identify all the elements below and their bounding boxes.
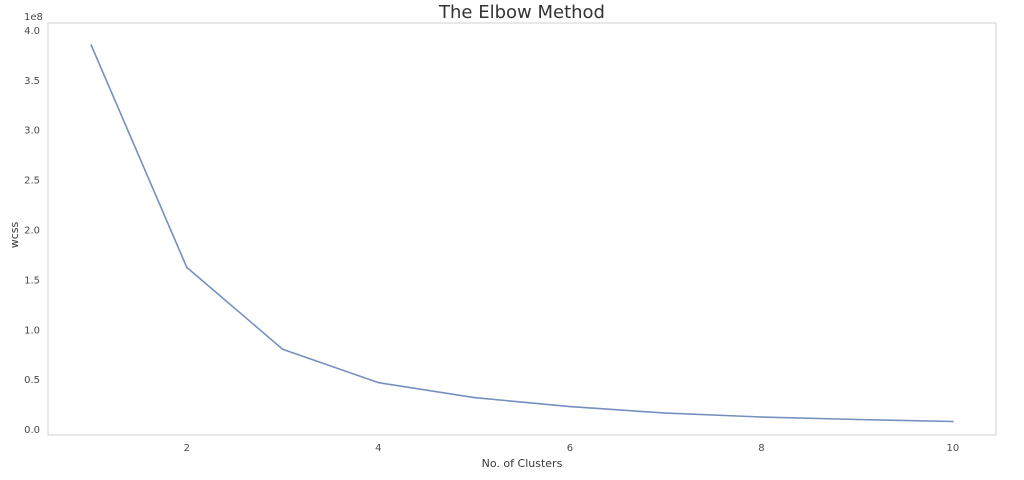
x-tick-label: 8 xyxy=(758,443,764,454)
x-tick-label: 4 xyxy=(375,443,381,454)
data-point xyxy=(664,412,667,414)
y-tick-label: 2.0 xyxy=(24,225,40,236)
data-point xyxy=(569,405,571,408)
data-point xyxy=(856,418,858,421)
y-tick-label: 3.5 xyxy=(24,76,40,87)
y-axis: 0.0 0.5 1.0 1.5 2.0 2.5 3.0 3.5 4.0 xyxy=(24,26,40,436)
x-tick-label: 2 xyxy=(184,443,190,454)
x-axis: 2 4 6 8 10 xyxy=(184,443,960,454)
data-point xyxy=(952,420,954,423)
x-tick-label: 10 xyxy=(947,443,960,454)
plot-frame xyxy=(47,22,997,436)
data-points xyxy=(90,44,954,423)
y-tick-label: 1.0 xyxy=(24,325,40,336)
series-line xyxy=(90,44,953,423)
y-offset-label: 1e8 xyxy=(24,12,43,23)
data-point xyxy=(186,266,188,269)
y-axis-label: wcss xyxy=(8,221,21,248)
y-tick-label: 1.5 xyxy=(24,275,40,286)
data-point xyxy=(377,381,380,384)
x-axis-label: No. of Clusters xyxy=(482,457,563,470)
data-point xyxy=(90,44,92,46)
y-tick-label: 4.0 xyxy=(24,26,40,37)
y-tick-label: 3.0 xyxy=(24,126,40,137)
y-tick-label: 2.5 xyxy=(24,176,40,187)
y-tick-label: 0.5 xyxy=(24,375,40,386)
x-tick-label: 6 xyxy=(567,443,573,454)
data-point xyxy=(473,396,475,399)
y-tick-label: 0.0 xyxy=(24,425,40,436)
chart-title: The Elbow Method xyxy=(438,2,605,23)
data-point xyxy=(281,348,284,351)
data-point xyxy=(760,416,763,418)
